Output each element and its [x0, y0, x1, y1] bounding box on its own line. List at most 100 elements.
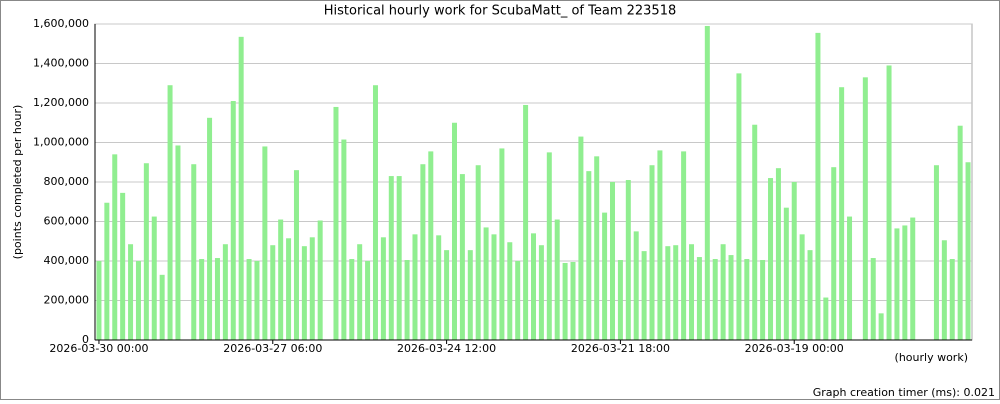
- bar: [807, 250, 813, 340]
- bar: [507, 242, 513, 340]
- bar: [491, 234, 497, 340]
- bar: [538, 245, 544, 340]
- x-tick-label: 2026-03-19 00:00: [745, 342, 844, 355]
- bar: [831, 167, 837, 340]
- bar: [301, 246, 307, 340]
- bar: [546, 152, 552, 340]
- y-tick-label: 1,000,000: [33, 136, 89, 149]
- chart-title: Historical hourly work for ScubaMatt_ of…: [324, 4, 677, 19]
- bar: [910, 217, 916, 340]
- bar: [531, 233, 536, 340]
- y-tick-label: 0: [82, 333, 89, 346]
- bar: [444, 250, 450, 340]
- bar: [475, 165, 481, 340]
- bar: [933, 165, 939, 340]
- bar: [436, 235, 442, 340]
- bar: [341, 139, 347, 340]
- bar: [214, 258, 220, 340]
- bar: [791, 182, 797, 340]
- bar: [823, 297, 829, 340]
- bar: [760, 260, 766, 340]
- bar: [641, 251, 647, 340]
- x-axis-label: (hourly work): [895, 351, 968, 364]
- bar: [610, 182, 616, 340]
- x-tick-label: 2026-03-21 18:00: [571, 342, 670, 355]
- bar: [254, 261, 260, 340]
- bar: [396, 176, 402, 340]
- y-tick-label: 600,000: [44, 215, 90, 228]
- bar: [357, 244, 363, 340]
- bar: [673, 245, 679, 340]
- bar: [720, 244, 726, 340]
- bar: [594, 156, 600, 340]
- bar: [293, 170, 299, 340]
- bar: [586, 171, 592, 340]
- bar: [886, 65, 892, 340]
- bar: [602, 212, 608, 340]
- bar: [878, 313, 884, 340]
- bar: [649, 165, 655, 340]
- bar: [665, 246, 671, 340]
- bar: [744, 259, 750, 340]
- bar: [467, 250, 473, 340]
- bar: [286, 238, 292, 340]
- y-tick-label: 200,000: [44, 294, 90, 307]
- bar: [349, 259, 355, 340]
- bar: [309, 237, 315, 340]
- bar: [151, 216, 157, 340]
- bar: [317, 220, 323, 340]
- bar: [230, 101, 236, 341]
- bar: [633, 231, 639, 340]
- bar: [246, 259, 252, 340]
- x-tick-label: 2026-03-27 06:00: [223, 342, 322, 355]
- bar: [554, 219, 560, 340]
- bar: [894, 228, 900, 340]
- bar: [736, 73, 742, 340]
- bar: [499, 148, 505, 340]
- bar: [278, 219, 284, 340]
- bar: [839, 87, 845, 340]
- bar: [175, 145, 181, 340]
- bar: [199, 259, 205, 340]
- bar: [128, 244, 134, 340]
- x-tick-label: 2026-03-24 12:00: [397, 342, 496, 355]
- bar: [657, 150, 663, 340]
- bar: [380, 237, 386, 340]
- y-tick-label: 1,600,000: [33, 17, 89, 30]
- bar: [941, 240, 947, 340]
- bar: [459, 174, 465, 340]
- bar: [570, 261, 576, 340]
- bar: [704, 25, 710, 340]
- bar: [815, 32, 821, 340]
- bar: [681, 151, 687, 340]
- y-tick-label: 400,000: [44, 254, 90, 267]
- bar: [728, 255, 734, 340]
- bar: [523, 104, 529, 340]
- bar: [365, 261, 371, 340]
- bar: [143, 163, 149, 340]
- bar: [120, 192, 126, 340]
- y-tick-label: 1,400,000: [33, 57, 89, 70]
- bar: [207, 117, 213, 340]
- bar: [388, 176, 394, 340]
- bar: [222, 244, 228, 340]
- bar: [238, 36, 244, 341]
- bar: [191, 164, 197, 340]
- bar: [135, 261, 141, 340]
- bar: [404, 260, 410, 340]
- bar: [96, 261, 102, 340]
- bar: [515, 261, 521, 340]
- bar: [428, 151, 434, 340]
- bar: [112, 154, 118, 340]
- bar: [562, 262, 568, 340]
- bar: [965, 162, 971, 340]
- x-tick-label: 2026-03-30 00:00: [49, 342, 148, 355]
- bar: [578, 136, 584, 340]
- footer: Graph creation timer (ms): 0.021: [813, 386, 995, 399]
- bar: [799, 234, 805, 340]
- bar: [752, 124, 758, 340]
- bar: [412, 234, 418, 340]
- bar: [451, 122, 457, 340]
- bar: [625, 180, 631, 340]
